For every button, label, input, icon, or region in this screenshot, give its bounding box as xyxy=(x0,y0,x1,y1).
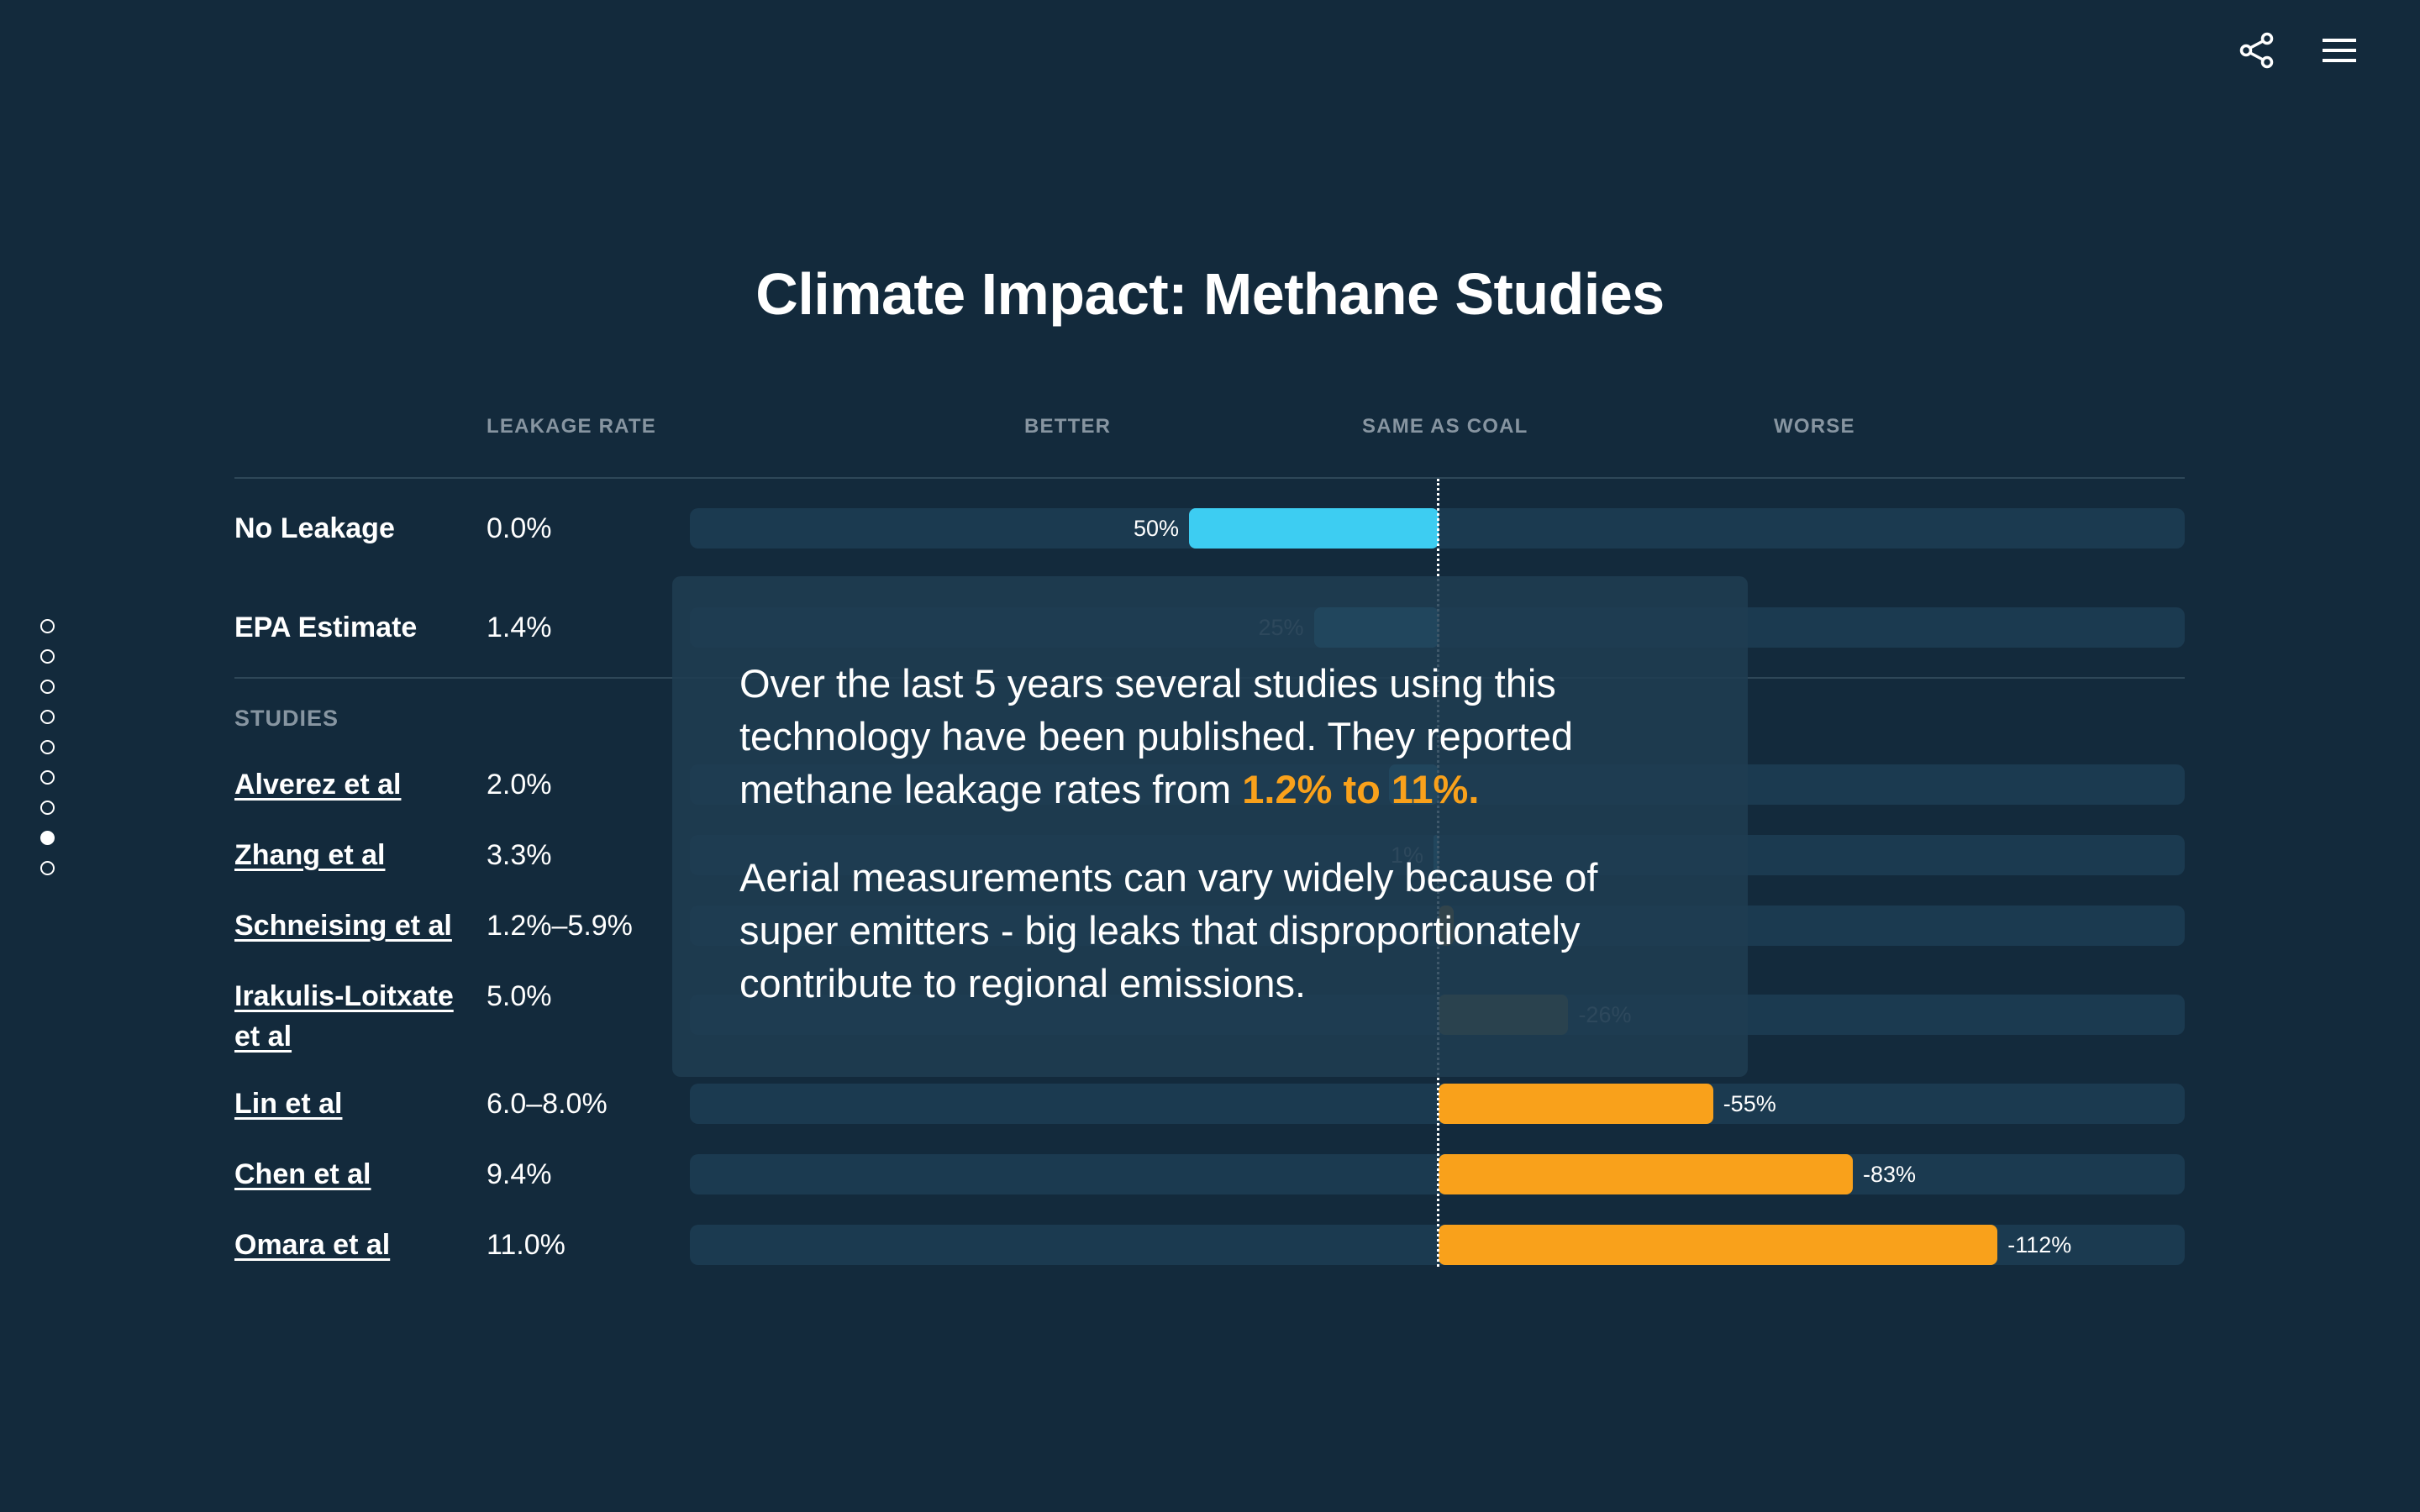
leakage-rate-value: 11.0% xyxy=(487,1229,566,1261)
leakage-rate-value: 5.0% xyxy=(487,980,552,1012)
pagination-dot[interactable] xyxy=(40,619,55,633)
slide-pagination xyxy=(40,619,55,891)
leakage-rate-value: 9.4% xyxy=(487,1158,552,1190)
callout-paragraph-2: Aerial measurements can vary widely beca… xyxy=(739,855,1598,1005)
share-icon[interactable] xyxy=(2237,30,2277,71)
study-link[interactable]: Chen et al xyxy=(234,1158,371,1190)
callout-paragraph-1: Over the last 5 years several studies us… xyxy=(739,657,1681,816)
bar xyxy=(1439,1225,1998,1265)
callout-text-1: Over the last 5 years several studies us… xyxy=(739,661,1574,811)
row-name: EPA Estimate xyxy=(234,612,418,643)
pagination-dot[interactable] xyxy=(40,861,55,875)
chart-title: Climate Impact: Methane Studies xyxy=(755,261,1665,327)
pagination-dot[interactable] xyxy=(40,801,55,815)
bar xyxy=(1439,1154,1854,1194)
bar-value-label: 50% xyxy=(1133,516,1179,541)
study-link[interactable]: Irakulis-Loitxate et al xyxy=(234,980,454,1053)
row-name: No Leakage xyxy=(234,512,395,544)
bar-value-label: -112% xyxy=(2007,1232,2072,1257)
study-link[interactable]: Zhang et al xyxy=(234,839,386,871)
header-divider xyxy=(234,477,2185,479)
bar-value-label: -55% xyxy=(1723,1091,1776,1116)
leakage-rate-value: 6.0–8.0% xyxy=(487,1088,608,1120)
same-as-coal-header: SAME AS COAL xyxy=(1362,415,1528,438)
leakage-rate-value: 0.0% xyxy=(487,512,552,544)
leakage-range-highlight: 1.2% to 11%. xyxy=(1242,767,1480,811)
better-header: BETTER xyxy=(1024,415,1112,438)
leakage-rate-value: 1.2%–5.9% xyxy=(487,910,633,942)
pagination-dot[interactable] xyxy=(40,740,55,754)
studies-section-label: STUDIES xyxy=(234,706,339,731)
worse-header: WORSE xyxy=(1774,415,1855,438)
narrative-callout: Over the last 5 years several studies us… xyxy=(672,576,1748,1077)
leakage-rate-value: 3.3% xyxy=(487,839,552,871)
pagination-dot[interactable] xyxy=(40,680,55,694)
bar-value-label: -83% xyxy=(1863,1162,1917,1187)
leakage-rate-value: 1.4% xyxy=(487,612,552,643)
pagination-dot[interactable] xyxy=(40,770,55,785)
study-link[interactable]: Omara et al xyxy=(234,1229,391,1261)
study-link[interactable]: Lin et al xyxy=(234,1088,343,1120)
study-link[interactable]: Schneising et al xyxy=(234,910,452,942)
pagination-dot[interactable] xyxy=(40,649,55,664)
pagination-dot[interactable] xyxy=(40,831,55,845)
study-link[interactable]: Alverez et al xyxy=(234,769,402,801)
leakage-rate-value: 2.0% xyxy=(487,769,552,801)
hamburger-menu-icon[interactable] xyxy=(2319,30,2360,71)
bar xyxy=(1439,1084,1713,1124)
leakage-rate-header: LEAKAGE RATE xyxy=(487,415,656,438)
bar xyxy=(1189,508,1439,549)
pagination-dot[interactable] xyxy=(40,710,55,724)
